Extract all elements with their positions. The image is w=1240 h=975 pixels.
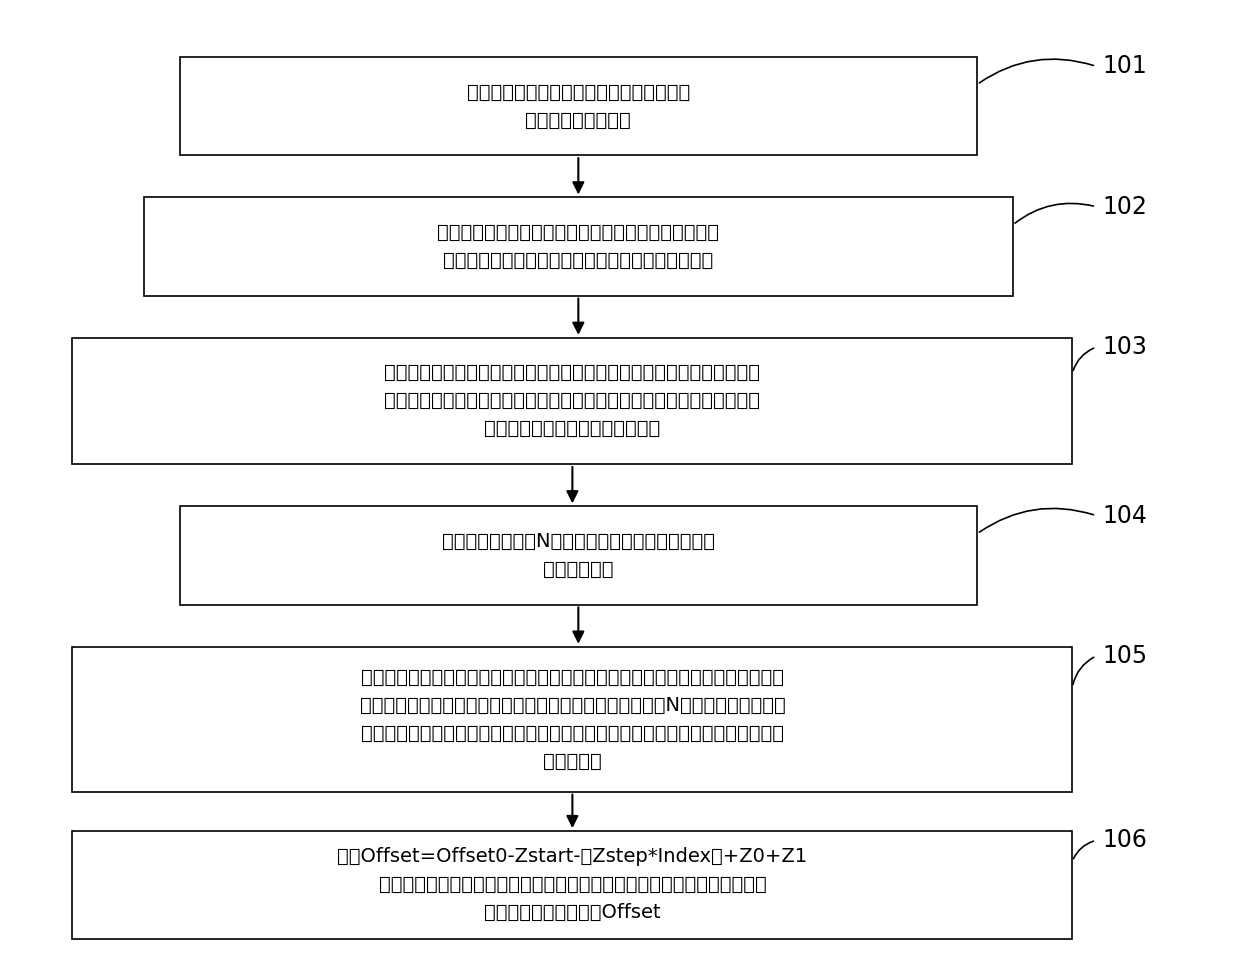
Text: 在所述高度差初始値的基础上向上或向下调整所述嘴嘴
的高度，得到第一条线的打印高度，并打印第一条线: 在所述高度差初始値的基础上向上或向下调整所述嘴嘴 的高度，得到第一条线的打印高度… [438,223,719,270]
Text: 106: 106 [1102,829,1147,852]
Text: 利用塞尺确定探针触发时所述嘴嘴距离探针
底部的高度差初始値: 利用塞尺确定探针触发时所述嘴嘴距离探针 底部的高度差初始値 [466,83,689,130]
Text: 判断所述第一条线是否为完全扝曲的线；若是，则下调所述第一条线的打
印高度，重新打印第一条线，并返回至所述判断所述第一条线是否为完全
扝曲的线；若否，则进行如下处: 判断所述第一条线是否为完全扝曲的线；若是，则下调所述第一条线的打 印高度，重新打… [384,364,760,439]
FancyBboxPatch shape [144,197,1013,295]
Text: 104: 104 [1102,503,1147,527]
Text: 根据设定的步进値N次调整所述嘴头的高度，并打印
相应高度的线: 根据设定的步进値N次调整所述嘴头的高度，并打印 相应高度的线 [441,531,714,579]
FancyBboxPatch shape [72,646,1073,792]
Text: 105: 105 [1102,644,1147,668]
Text: 判断所述相应高度的线中是否有完全扝曲的线；若否，则上调所述第一条线的打印
高度，重新打印第一条线，并返回至所述根据设定的步进値N次调整所述嘴头的高
度，并打印相: 判断所述相应高度的线中是否有完全扝曲的线；若否，则上调所述第一条线的打印 高度，… [360,668,785,770]
Text: 101: 101 [1102,55,1147,78]
Text: 根据Offset=Offset0-Zstart-（Zstep*Index）+Z0+Z1
计算所述嘴嘴距离探针底部的高度差，并调整所述嘴嘴的高度使所述嘴嘴距
离探: 根据Offset=Offset0-Zstart-（Zstep*Index）+Z0… [337,847,807,922]
Text: 102: 102 [1102,195,1147,218]
FancyBboxPatch shape [72,831,1073,939]
Text: 103: 103 [1102,335,1147,359]
FancyBboxPatch shape [180,506,977,604]
FancyBboxPatch shape [180,57,977,155]
FancyBboxPatch shape [72,337,1073,464]
